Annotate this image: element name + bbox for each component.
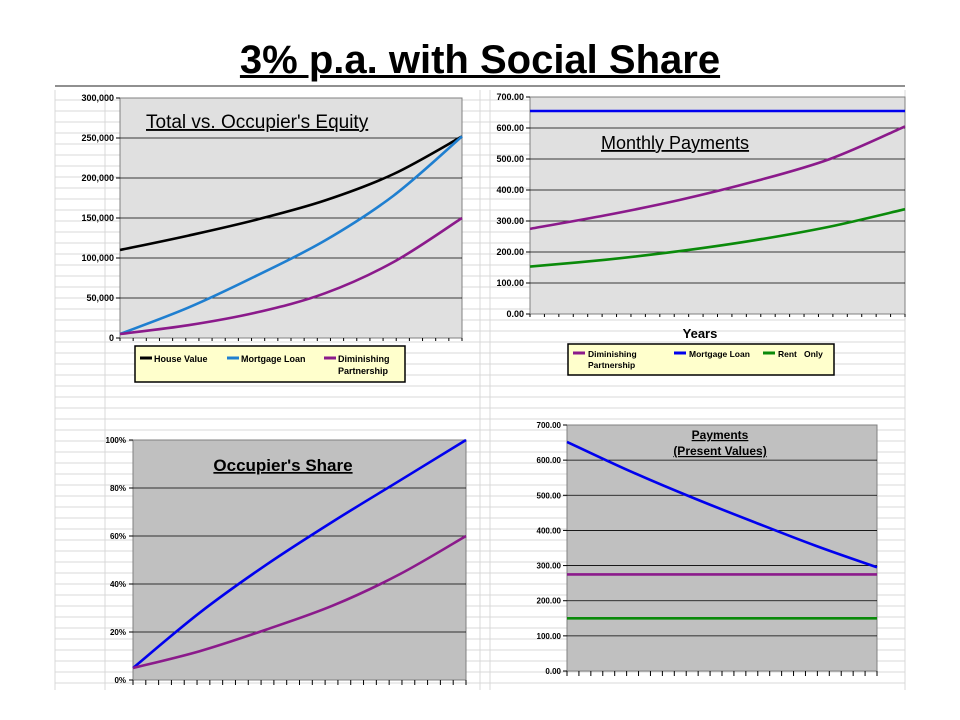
legend-label: Rent Only xyxy=(778,349,823,359)
series-line-blue xyxy=(132,438,467,670)
plot-area-monthly xyxy=(529,96,906,315)
chart-title-monthly: Monthly Payments xyxy=(601,133,749,153)
plot-area-pv xyxy=(566,424,878,672)
series-line-diminishing-partnership xyxy=(119,216,463,336)
y-tick-label: 20% xyxy=(110,628,126,637)
series-pv xyxy=(566,440,878,620)
chart-equity: 300,000 250,000 200,000 150,000 100,000 50,00… xyxy=(81,93,463,383)
legend-label: Mortgage Loan xyxy=(241,354,306,364)
legend-label: Mortgage Loan xyxy=(689,349,750,359)
y-tick-label: 100,000 xyxy=(81,253,114,263)
legend-equity xyxy=(134,345,406,383)
y-ticks-share: 100% 80% 60% 40% 20% 0% xyxy=(106,436,467,685)
series-monthly xyxy=(529,109,906,268)
legend-label: House Value xyxy=(154,354,208,364)
chart-share: 100% 80% 60% 40% 20% 0% Occupier's Share xyxy=(106,436,467,685)
series-line-mortgage-loan xyxy=(119,135,463,336)
y-ticks-pv: 700.00 600.00 500.00 400.00 300.00 200.00 100.… xyxy=(537,421,878,676)
series-line-rent-only xyxy=(529,207,906,268)
y-tick-label: 40% xyxy=(110,580,126,589)
series-equity xyxy=(119,135,463,336)
chart-title-share: Occupier's Share xyxy=(213,456,352,475)
grid-equity xyxy=(120,137,462,299)
grid-pv xyxy=(567,459,877,637)
legend-monthly xyxy=(567,343,835,376)
y-tick-label: 50,000 xyxy=(86,293,114,303)
y-tick-label: 500.00 xyxy=(496,154,524,164)
y-tick-label: 0.00 xyxy=(506,309,524,319)
y-tick-label: 100% xyxy=(106,436,126,445)
y-tick-label: 200.00 xyxy=(537,597,562,606)
y-tick-label: 400.00 xyxy=(537,526,562,535)
y-tick-label: 300.00 xyxy=(496,216,524,226)
y-tick-label: 150,000 xyxy=(81,213,114,223)
y-tick-label: 400.00 xyxy=(496,185,524,195)
y-tick-label: 0% xyxy=(114,676,126,685)
y-tick-label: 60% xyxy=(110,532,126,541)
y-tick-label: 0 xyxy=(109,333,114,343)
chart-title-equity: Total vs. Occupier's Equity xyxy=(146,112,369,133)
y-tick-label: 80% xyxy=(110,484,126,493)
legend-label: Diminishing Partnership xyxy=(588,349,637,370)
chart-title-pv: Payments xyxy=(692,428,749,442)
y-tick-label: 500.00 xyxy=(537,491,562,500)
y-tick-label: 300.00 xyxy=(537,562,562,571)
y-ticks-equity: 300,000 250,000 200,000 150,000 100,000 50,00… xyxy=(81,93,463,343)
y-tick-label: 200,000 xyxy=(81,173,114,183)
series-line-blue xyxy=(566,440,878,569)
page-title: 3% p.a. with Social Share xyxy=(239,38,721,82)
y-ticks-monthly: 700.00 600.00 500.00 400.00 300.00 200.00 100.… xyxy=(496,92,906,319)
chart-pv: 700.00 600.00 500.00 400.00 300.00 200.00 100.… xyxy=(537,421,878,676)
legend-label: Diminishing Partnership xyxy=(338,354,390,376)
y-tick-label: 0.00 xyxy=(545,667,561,676)
y-tick-label: 100.00 xyxy=(537,632,562,641)
series-line-house-value xyxy=(119,135,463,252)
series-share xyxy=(132,438,467,670)
y-tick-label: 300,000 xyxy=(81,93,114,103)
grid-monthly xyxy=(530,127,905,284)
y-tick-label: 100.00 xyxy=(496,278,524,288)
y-tick-label: 700.00 xyxy=(537,421,562,430)
y-tick-label: 200.00 xyxy=(496,247,524,257)
series-line-diminishing-partnership xyxy=(529,125,906,231)
chart-monthly: 700.00 600.00 500.00 400.00 300.00 200.00 100.… xyxy=(496,92,906,376)
grid-share xyxy=(133,487,466,633)
y-tick-label: 250,000 xyxy=(81,133,114,143)
series-line-purple xyxy=(132,534,467,670)
y-tick-label: 600.00 xyxy=(537,456,562,465)
y-tick-label: 700.00 xyxy=(496,92,524,102)
y-tick-label: 600.00 xyxy=(496,123,524,133)
chart-subtitle-pv: (Present Values) xyxy=(673,444,766,458)
x-axis-label-monthly: Years xyxy=(683,326,718,341)
plot-area-share xyxy=(132,439,467,681)
